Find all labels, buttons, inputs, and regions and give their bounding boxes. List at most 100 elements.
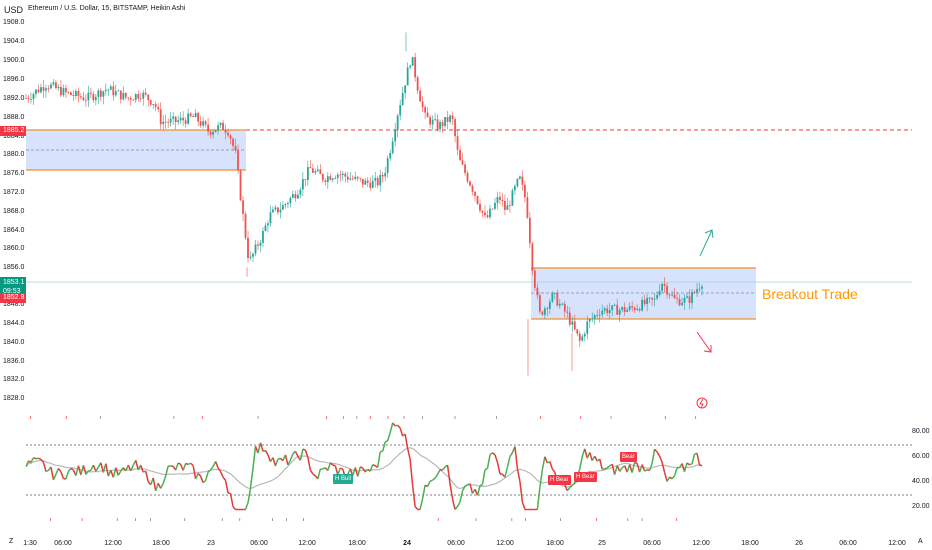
osc-segment: [394, 424, 398, 427]
time-tick: 12:00: [104, 540, 122, 547]
osc-segment: [569, 484, 573, 489]
osc-segment: [372, 463, 376, 467]
candle-body: [466, 172, 469, 182]
candle-body: [122, 92, 125, 100]
osc-segment: [638, 464, 643, 473]
osc-segment: [77, 465, 82, 476]
bar-countdown: 09:53: [3, 288, 21, 295]
candle-body: [449, 115, 451, 122]
osc-segment: [182, 463, 187, 471]
flash-icon[interactable]: [696, 397, 708, 409]
candle-body: [319, 169, 322, 175]
candle-body: [269, 212, 272, 224]
osc-segment: [224, 480, 229, 494]
osc-segment: [130, 464, 134, 472]
osc-segment: [613, 465, 618, 475]
candle-body: [553, 292, 556, 294]
osc-segment: [160, 483, 164, 489]
candle-body: [421, 101, 424, 108]
osc-segment: [481, 469, 486, 485]
osc-segment: [70, 467, 74, 471]
candle-body: [471, 185, 474, 192]
osc-segment: [327, 462, 332, 471]
candle-body: [217, 125, 219, 131]
candle-body: [626, 309, 629, 312]
candle-body: [673, 294, 676, 299]
candle-body: [516, 178, 519, 187]
candle-body: [451, 115, 454, 120]
osc-segment: [309, 469, 314, 475]
candle-body: [242, 200, 244, 215]
osc-segment: [194, 473, 199, 480]
candle-body: [52, 82, 55, 85]
osc-segment: [584, 448, 588, 459]
candle-body: [134, 94, 137, 100]
candle-body: [459, 149, 461, 161]
candle-body: [578, 333, 581, 341]
last-price-tag: 1853.1 09:53: [0, 277, 26, 297]
candle-body: [326, 176, 329, 183]
zone-box-breakout[interactable]: [531, 268, 756, 319]
corner-left-label[interactable]: Z: [9, 538, 14, 545]
candles-group: [25, 32, 703, 376]
candle-body: [364, 180, 367, 185]
osc-segment: [302, 448, 306, 451]
osc-segment: [686, 462, 690, 466]
candle-body: [259, 242, 262, 246]
candle-body: [486, 215, 489, 218]
signal-badge-bear-3: Bear: [620, 452, 637, 462]
osc-segment: [404, 433, 409, 449]
osc-segment: [636, 463, 641, 473]
candle-body: [92, 93, 95, 101]
osc-segment: [434, 473, 439, 479]
osc-segment: [272, 457, 277, 467]
osc-segment: [619, 467, 623, 472]
candle-body: [583, 333, 586, 337]
osc-segment: [566, 487, 571, 492]
osc-segment: [673, 467, 678, 476]
arrow-down-icon[interactable]: [696, 331, 712, 353]
candle-body: [678, 298, 681, 306]
osc-segment: [392, 422, 396, 427]
arrow-up-icon[interactable]: [699, 229, 714, 257]
candle-body: [489, 208, 491, 218]
candle-body: [99, 90, 102, 97]
price-tick: 1868.0: [3, 208, 25, 215]
candle-body: [419, 90, 422, 102]
time-tick: 24: [403, 540, 411, 547]
osc-segment: [549, 461, 554, 470]
osc-segment: [80, 465, 85, 476]
price-tick: 1892.0: [3, 95, 25, 102]
candle-body: [94, 96, 97, 101]
candle-body: [501, 199, 504, 202]
candle-body: [603, 308, 606, 311]
candle-body: [359, 178, 362, 180]
osc-segment: [267, 454, 272, 462]
osc-segment: [264, 450, 269, 456]
osc-segment: [85, 470, 89, 475]
osc-segment: [304, 449, 309, 458]
candle-body: [234, 145, 237, 151]
candle-body: [381, 174, 384, 177]
osc-segment: [449, 483, 454, 500]
candle-body: [164, 121, 167, 123]
auto-scale-toggle[interactable]: A: [918, 538, 923, 545]
osc-segment: [92, 464, 97, 472]
osc-segment: [357, 466, 361, 477]
candle-body: [641, 299, 644, 311]
price-tick: 1864.0: [3, 227, 25, 234]
symbol-title[interactable]: Ethereum / U.S. Dollar, 15, BITSTAMP, He…: [28, 5, 186, 12]
osc-segment: [232, 506, 237, 511]
candle-body: [631, 306, 634, 308]
breakout-trade-label[interactable]: Breakout Trade: [760, 286, 860, 302]
osc-segment: [589, 452, 593, 461]
candle-body: [339, 174, 342, 176]
candle-body: [97, 90, 100, 97]
candle-body: [431, 119, 434, 125]
oscillator-pane[interactable]: [25, 416, 912, 521]
osc-segment: [95, 466, 99, 472]
candle-body: [618, 310, 621, 315]
osc-segment: [284, 454, 289, 466]
candle-body: [42, 87, 45, 91]
